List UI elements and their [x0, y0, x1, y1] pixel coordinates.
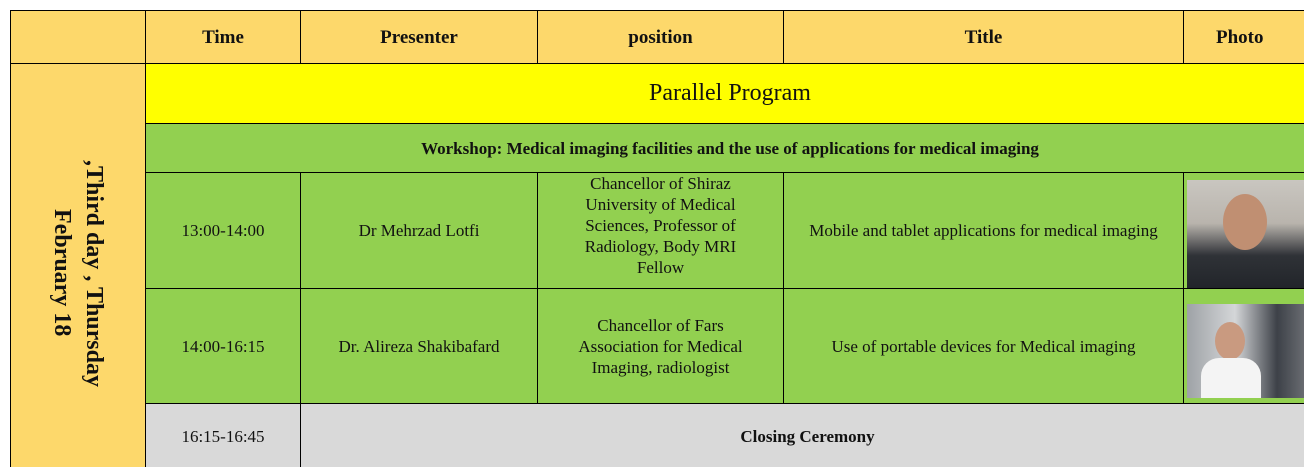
talk-title: Use of portable devices for Medical imag… — [831, 336, 1136, 356]
header-label: position — [628, 26, 693, 48]
header-label: Photo — [1216, 26, 1264, 48]
presenter-cell: Dr Mehrzad Lotfi — [300, 172, 538, 289]
header-label: Time — [202, 26, 244, 48]
presenter-photo — [1187, 180, 1304, 288]
presenter-cell: Dr. Alireza Shakibafard — [300, 288, 538, 404]
program-cell: Parallel Program — [145, 63, 1304, 124]
position: Chancellor of Shiraz University of Medic… — [584, 174, 737, 277]
presenter-photo — [1187, 304, 1304, 398]
presenter: Dr. Alireza Shakibafard — [338, 336, 500, 356]
day-line: February 18 — [49, 209, 75, 337]
header-cell: Title — [783, 10, 1184, 64]
header-label: Title — [964, 26, 1003, 48]
day-line: ,Third day , Thursday — [81, 159, 107, 387]
header-cell: Presenter — [300, 10, 538, 64]
time: 14:00-16:15 — [181, 336, 265, 356]
workshop-title: Workshop: Medical imaging facilities and… — [421, 138, 1039, 158]
header-cell: Photo — [1183, 10, 1304, 64]
time-cell: 16:15-16:45 — [145, 403, 301, 467]
closing-title: Closing Ceremony — [740, 427, 875, 446]
day-cell: ,Third day , Thursday February 18 — [10, 63, 146, 467]
header-label: Presenter — [380, 26, 458, 48]
position: Chancellor of Fars Association for Medic… — [578, 315, 743, 377]
presenter: Dr Mehrzad Lotfi — [358, 221, 480, 240]
workshop-cell: Workshop: Medical imaging facilities and… — [145, 123, 1304, 173]
program-title: Parallel Program — [649, 80, 811, 106]
title-cell: Mobile and tablet applications for medic… — [783, 172, 1184, 289]
photo-coat — [1201, 358, 1261, 398]
time-cell: 14:00-16:15 — [145, 288, 301, 404]
time: 16:15-16:45 — [181, 427, 265, 446]
header-cell: position — [537, 10, 784, 64]
photo-face — [1223, 194, 1267, 250]
position-cell: Chancellor of Shiraz University of Medic… — [537, 172, 784, 289]
header-cell — [10, 10, 146, 64]
title-cell: Use of portable devices for Medical imag… — [783, 288, 1184, 404]
header-cell: Time — [145, 10, 301, 64]
time: 13:00-14:00 — [181, 221, 265, 240]
position-cell: Chancellor of Fars Association for Medic… — [537, 288, 784, 404]
photo-face — [1215, 322, 1245, 360]
talk-title: Mobile and tablet applications for medic… — [809, 221, 1158, 240]
day-label: ,Third day , Thursday February 18 — [46, 160, 110, 387]
time-cell: 13:00-14:00 — [145, 172, 301, 289]
closing-cell: Closing Ceremony — [300, 403, 1304, 467]
